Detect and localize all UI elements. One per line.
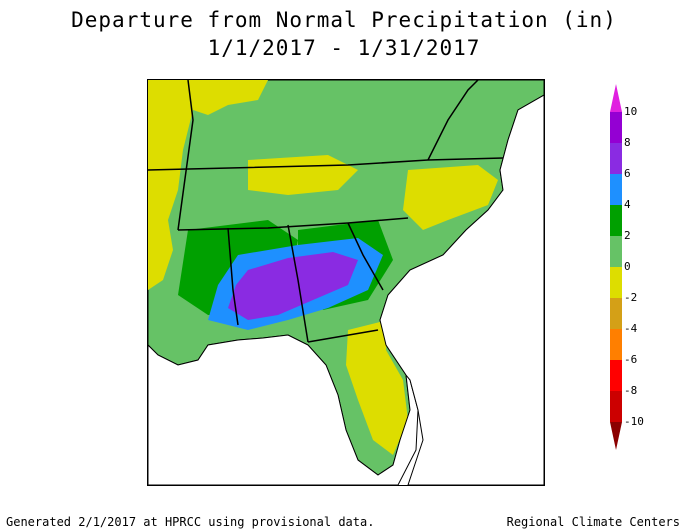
border-line xyxy=(307,329,379,343)
map-date-range: 1/1/2017 - 1/31/2017 xyxy=(207,36,481,60)
dry-region-west xyxy=(148,80,193,290)
legend-swatch xyxy=(610,360,622,391)
legend-swatch-above-10 xyxy=(610,84,622,112)
legend-label: 8 xyxy=(624,136,631,149)
footer-credit: Generated 2/1/2017 at HPRCC using provis… xyxy=(6,515,375,529)
border-line xyxy=(177,217,409,231)
extreme-wet-region xyxy=(228,252,358,320)
legend-label: -8 xyxy=(624,384,638,397)
border-line xyxy=(347,222,384,291)
dry-region-carolina xyxy=(403,165,498,230)
legend-label: -4 xyxy=(624,322,638,335)
color-legend: 10 8 6 4 2 0 -2 -4 -6 -8 -10 xyxy=(604,78,674,458)
border-line xyxy=(177,80,194,231)
legend-swatch xyxy=(610,174,622,205)
legend-label: -2 xyxy=(624,291,638,304)
legend-swatch xyxy=(610,267,622,298)
map-title: Departure from Normal Precipitation (in) xyxy=(71,8,617,32)
legend-swatch xyxy=(610,236,622,267)
legend-label: 2 xyxy=(624,229,631,242)
legend-swatch xyxy=(610,143,622,174)
dry-region-florida xyxy=(346,320,408,455)
dry-region-kentucky xyxy=(188,80,268,115)
legend-color-bar xyxy=(610,84,622,450)
legend-swatch xyxy=(610,205,622,236)
legend-swatch xyxy=(610,298,622,329)
atlantic-ocean xyxy=(379,94,544,485)
legend-swatch xyxy=(610,329,622,360)
legend-label: -10 xyxy=(624,415,644,428)
legend-label: 0 xyxy=(624,260,631,273)
legend-swatch xyxy=(610,112,622,143)
legend-label: 4 xyxy=(624,198,631,211)
border-line xyxy=(148,157,504,171)
state-borders xyxy=(148,80,504,343)
border-line xyxy=(427,80,479,161)
precipitation-map xyxy=(147,79,545,486)
legend-swatch xyxy=(610,391,622,422)
legend-label: 10 xyxy=(624,105,638,118)
legend-label: -6 xyxy=(624,353,638,366)
legend-swatch-below-minus-10 xyxy=(610,422,622,450)
footer-source: Regional Climate Centers xyxy=(506,515,680,529)
legend-label: 6 xyxy=(624,167,631,180)
border-line xyxy=(227,227,239,326)
gulf-of-mexico xyxy=(148,334,419,485)
border-line xyxy=(287,224,309,343)
